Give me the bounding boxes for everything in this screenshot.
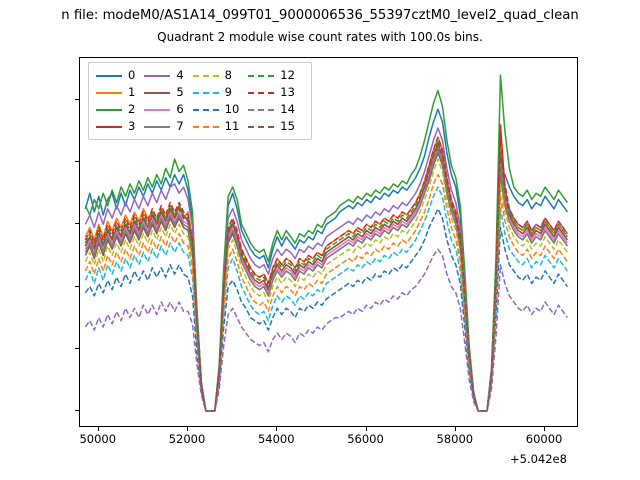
x-tick-label-60000: 60000 xyxy=(525,432,563,446)
legend-item-0[interactable]: 0 xyxy=(96,68,135,83)
legend-line-swatch-10 xyxy=(192,108,219,111)
series-line-11 xyxy=(84,173,569,412)
legend-line-swatch-15 xyxy=(248,125,275,128)
legend-item-2[interactable]: 2 xyxy=(96,102,135,117)
legend-line-swatch-9 xyxy=(192,91,219,94)
y-tick-mark xyxy=(75,409,79,411)
legend-line-swatch-2 xyxy=(96,108,122,111)
x-tick-mark xyxy=(97,427,99,431)
legend-label-8: 8 xyxy=(224,67,232,82)
legend-line-swatch-11 xyxy=(192,125,219,128)
legend-label-6: 6 xyxy=(176,101,184,116)
legend-label-13: 13 xyxy=(280,84,295,99)
y-tick-mark xyxy=(75,98,79,100)
legend-item-13[interactable]: 13 xyxy=(248,85,295,100)
plot-axes xyxy=(79,57,578,427)
legend-label-15: 15 xyxy=(280,118,295,133)
legend-label-9: 9 xyxy=(224,84,232,99)
legend-item-1[interactable]: 1 xyxy=(96,85,135,100)
x-tick-mark xyxy=(276,427,278,431)
x-tick-label-56000: 56000 xyxy=(347,432,384,446)
x-tick-mark xyxy=(544,427,546,431)
legend-item-6[interactable]: 6 xyxy=(144,101,184,117)
axes-title: Quadrant 2 module wise count rates with … xyxy=(157,30,483,44)
series-lines xyxy=(84,74,569,412)
legend-label-0: 0 xyxy=(128,67,136,82)
legend-label-3: 3 xyxy=(128,118,136,133)
x-tick-mark xyxy=(454,427,456,431)
legend: 0 1 2 3 4 5 6 7 8 9 10 11 12 13 14 15 xyxy=(88,62,312,140)
legend-item-7[interactable]: 7 xyxy=(144,118,184,134)
figure-suptitle: n file: modeM0/AS1A14_099T01_9000006536_… xyxy=(61,8,579,23)
legend-line-swatch-6 xyxy=(144,108,171,111)
legend-line-swatch-4 xyxy=(144,74,171,77)
legend-column-1: 4 5 6 7 xyxy=(144,68,192,134)
x-tick-label-54000: 54000 xyxy=(257,432,295,446)
legend-line-swatch-13 xyxy=(248,91,275,94)
legend-line-swatch-14 xyxy=(248,108,275,111)
y-tick-mark xyxy=(75,161,79,163)
legend-line-swatch-8 xyxy=(192,74,219,77)
legend-line-swatch-0 xyxy=(96,74,122,77)
legend-label-2: 2 xyxy=(128,101,136,116)
series-line-15 xyxy=(84,145,569,412)
x-tick-mark xyxy=(365,427,367,431)
legend-item-14[interactable]: 14 xyxy=(248,102,295,117)
legend-label-11: 11 xyxy=(224,118,240,133)
legend-column-2: 8 9 10 11 xyxy=(192,67,249,134)
y-tick-mark xyxy=(75,347,79,349)
y-tick-mark xyxy=(75,285,79,287)
legend-item-5[interactable]: 5 xyxy=(144,84,184,100)
legend-label-5: 5 xyxy=(176,84,184,99)
legend-line-swatch-7 xyxy=(144,125,171,128)
legend-line-swatch-5 xyxy=(144,91,171,94)
legend-line-swatch-3 xyxy=(96,125,122,128)
x-tick-mark xyxy=(187,427,188,431)
legend-column-0: 0 1 2 3 xyxy=(96,68,144,134)
legend-line-swatch-1 xyxy=(96,91,122,94)
legend-item-10[interactable]: 10 xyxy=(192,101,240,117)
y-tick-mark xyxy=(75,223,79,225)
legend-label-1: 1 xyxy=(128,84,136,99)
legend-label-7: 7 xyxy=(176,118,184,133)
x-axis-offset-label: +5.042e8 xyxy=(510,452,567,466)
legend-item-9[interactable]: 9 xyxy=(192,84,240,100)
legend-label-10: 10 xyxy=(224,101,240,116)
legend-item-11[interactable]: 11 xyxy=(192,118,240,134)
legend-item-4[interactable]: 4 xyxy=(144,67,184,83)
x-tick-label-50000: 50000 xyxy=(79,432,117,446)
legend-line-swatch-12 xyxy=(248,74,275,77)
series-line-14 xyxy=(84,248,569,412)
x-tick-label-52000: 52000 xyxy=(168,432,206,446)
legend-item-12[interactable]: 12 xyxy=(248,68,295,83)
legend-label-4: 4 xyxy=(176,67,184,82)
legend-label-12: 12 xyxy=(280,67,295,82)
legend-label-14: 14 xyxy=(280,101,295,116)
x-tick-label-58000: 58000 xyxy=(436,432,474,446)
legend-item-3[interactable]: 3 xyxy=(96,119,135,134)
legend-column-3: 12 13 14 15 xyxy=(248,68,304,134)
legend-item-15[interactable]: 15 xyxy=(248,119,295,134)
legend-item-8[interactable]: 8 xyxy=(192,67,240,83)
